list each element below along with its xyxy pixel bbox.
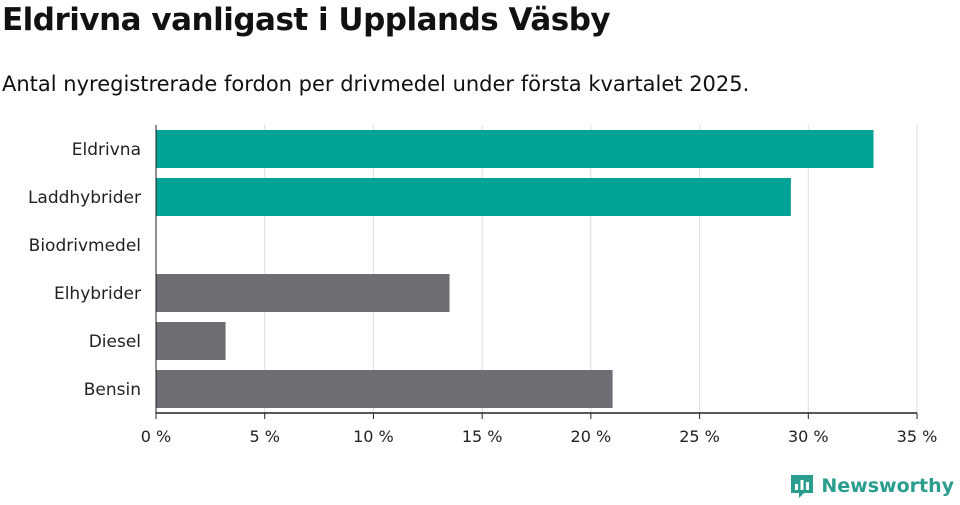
bars [156,130,874,408]
gridlines [264,125,918,413]
category-label: Eldrivna [72,140,141,160]
newsworthy-logo-icon [791,475,814,498]
category-label: Laddhybrider [28,188,141,208]
x-tick-label: 20 % [571,427,612,446]
brand-name: Newsworthy [821,475,954,497]
bar-diesel [156,322,226,360]
x-tick-label: 10 % [353,427,394,446]
chart-title: Eldrivna vanligast i Upplands Väsby [2,2,611,38]
x-tick-label: 30 % [788,427,829,446]
x-tick-label: 0 % [141,427,171,446]
bar-laddhybrider [156,178,791,216]
category-label: Biodrivmedel [29,236,141,256]
category-label: Diesel [89,332,141,352]
bar-bensin [156,370,613,408]
brand-logo: Newsworthy [789,473,954,499]
category-label: Bensin [84,380,141,400]
bar-eldrivna [156,130,874,168]
bar-elhybrider [156,274,450,312]
x-tick-label: 5 % [249,427,279,446]
x-axis: 0 % 5 % 10 % 15 % 20 % 25 % 30 % 35 % [141,125,938,446]
chart-subtitle: Antal nyregistrerade fordon per drivmede… [2,72,750,96]
category-label: Elhybrider [54,284,141,304]
x-tick-label: 35 % [897,427,938,446]
x-tick-label: 15 % [462,427,503,446]
x-tick-label: 25 % [679,427,720,446]
category-labels: Eldrivna Laddhybrider Biodrivmedel Elhybrid… [28,140,141,400]
